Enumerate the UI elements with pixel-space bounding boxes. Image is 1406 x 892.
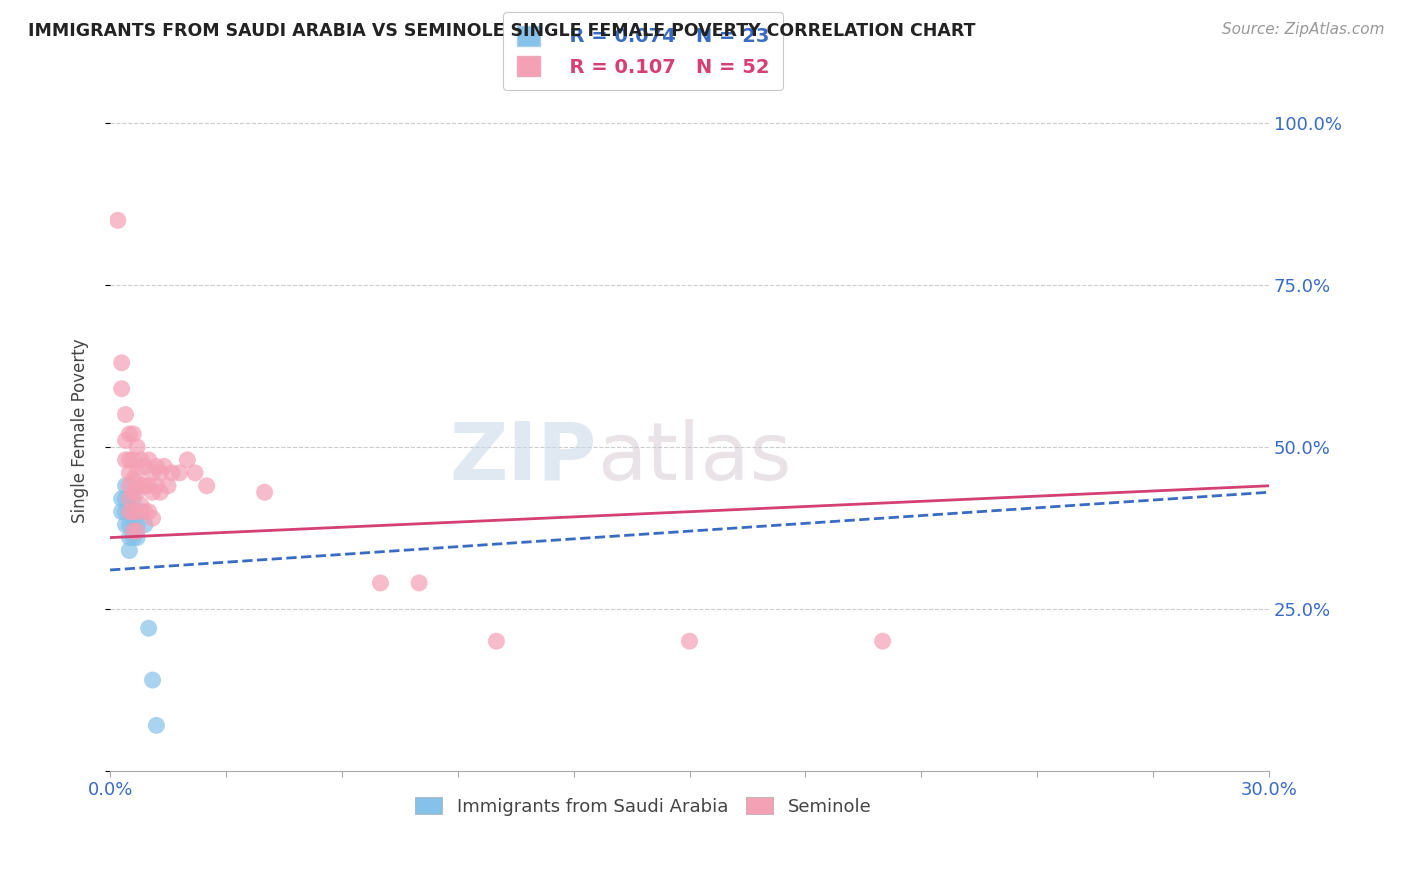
- Point: [127, 485, 149, 500]
- Point: [149, 466, 172, 480]
- Point: [184, 466, 207, 480]
- Point: [127, 531, 149, 545]
- Point: [114, 408, 136, 422]
- Point: [145, 459, 167, 474]
- Point: [138, 621, 160, 635]
- Point: [127, 505, 149, 519]
- Point: [122, 491, 145, 506]
- Point: [138, 453, 160, 467]
- Point: [118, 531, 141, 545]
- Point: [118, 466, 141, 480]
- Point: [118, 427, 141, 442]
- Point: [145, 718, 167, 732]
- Point: [134, 459, 156, 474]
- Point: [195, 479, 218, 493]
- Point: [156, 479, 179, 493]
- Point: [111, 382, 134, 396]
- Point: [678, 634, 700, 648]
- Point: [114, 479, 136, 493]
- Point: [129, 479, 152, 493]
- Point: [114, 434, 136, 448]
- Point: [122, 505, 145, 519]
- Point: [111, 356, 134, 370]
- Point: [142, 466, 165, 480]
- Point: [118, 517, 141, 532]
- Point: [160, 466, 183, 480]
- Legend: Immigrants from Saudi Arabia, Seminole: Immigrants from Saudi Arabia, Seminole: [408, 789, 879, 822]
- Point: [122, 453, 145, 467]
- Point: [111, 505, 134, 519]
- Point: [129, 498, 152, 512]
- Point: [114, 453, 136, 467]
- Point: [142, 485, 165, 500]
- Point: [129, 505, 152, 519]
- Point: [127, 440, 149, 454]
- Point: [145, 479, 167, 493]
- Point: [111, 491, 134, 506]
- Point: [118, 505, 141, 519]
- Point: [114, 505, 136, 519]
- Point: [149, 485, 172, 500]
- Point: [872, 634, 894, 648]
- Point: [118, 479, 141, 493]
- Point: [122, 517, 145, 532]
- Point: [153, 459, 176, 474]
- Point: [118, 491, 141, 506]
- Point: [127, 524, 149, 538]
- Point: [122, 505, 145, 519]
- Text: ZIP: ZIP: [450, 419, 596, 497]
- Point: [122, 485, 145, 500]
- Point: [118, 491, 141, 506]
- Point: [127, 505, 149, 519]
- Point: [122, 427, 145, 442]
- Point: [118, 505, 141, 519]
- Point: [114, 491, 136, 506]
- Point: [134, 517, 156, 532]
- Point: [122, 524, 145, 538]
- Point: [118, 453, 141, 467]
- Point: [114, 517, 136, 532]
- Point: [169, 466, 191, 480]
- Point: [134, 479, 156, 493]
- Text: IMMIGRANTS FROM SAUDI ARABIA VS SEMINOLE SINGLE FEMALE POVERTY CORRELATION CHART: IMMIGRANTS FROM SAUDI ARABIA VS SEMINOLE…: [28, 22, 976, 40]
- Point: [138, 479, 160, 493]
- Point: [485, 634, 508, 648]
- Text: Source: ZipAtlas.com: Source: ZipAtlas.com: [1222, 22, 1385, 37]
- Y-axis label: Single Female Poverty: Single Female Poverty: [72, 338, 89, 523]
- Point: [253, 485, 276, 500]
- Point: [408, 575, 430, 590]
- Point: [118, 543, 141, 558]
- Point: [138, 505, 160, 519]
- Point: [122, 531, 145, 545]
- Point: [142, 673, 165, 687]
- Text: atlas: atlas: [596, 419, 792, 497]
- Point: [122, 472, 145, 486]
- Point: [142, 511, 165, 525]
- Point: [129, 453, 152, 467]
- Point: [134, 505, 156, 519]
- Point: [370, 575, 392, 590]
- Point: [107, 213, 129, 227]
- Point: [127, 466, 149, 480]
- Point: [127, 517, 149, 532]
- Point: [176, 453, 198, 467]
